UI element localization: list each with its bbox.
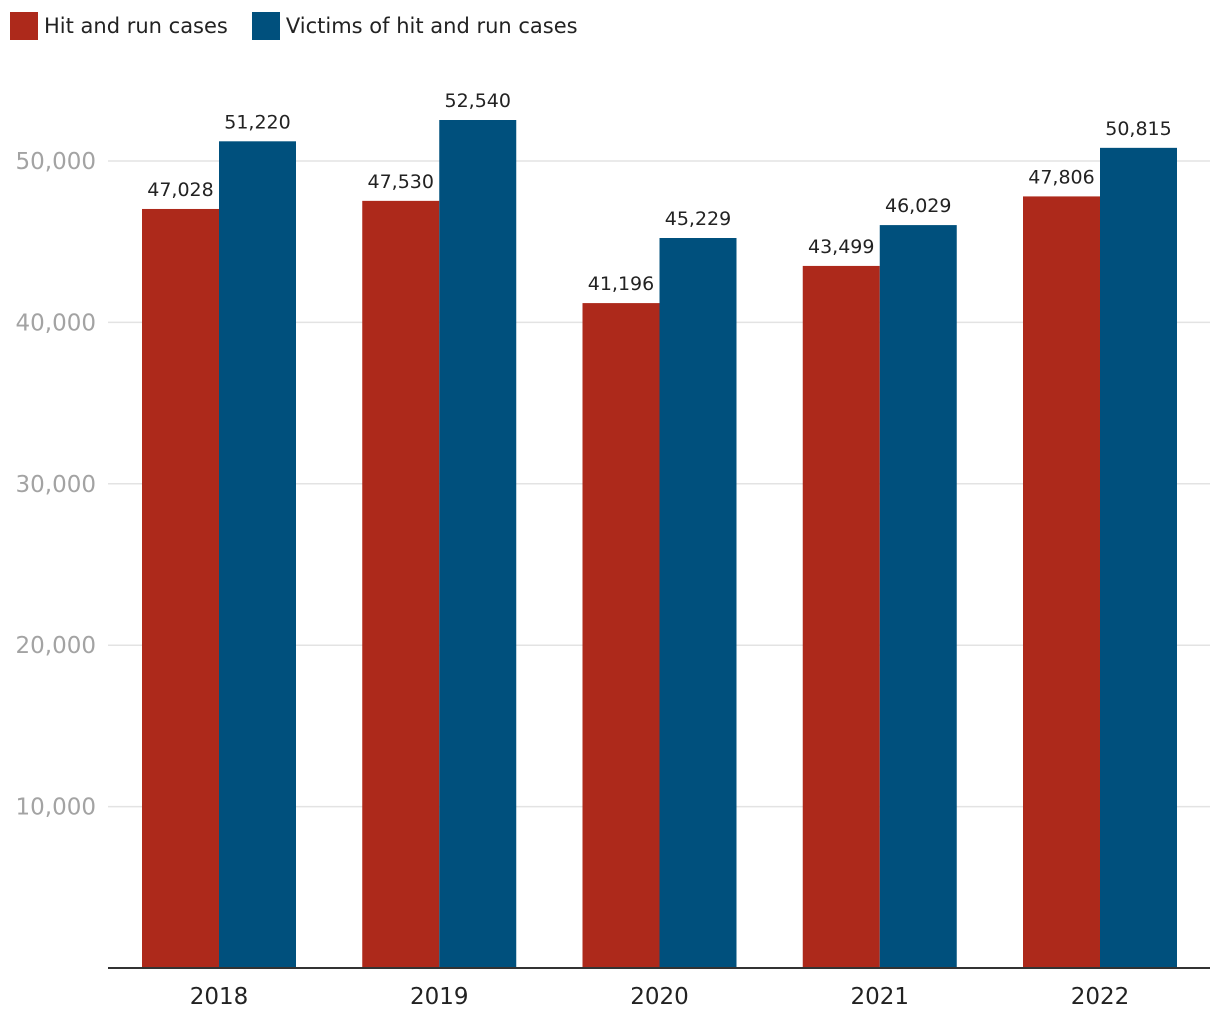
y-tick-label: 40,000 xyxy=(16,310,96,336)
data-label-victims-2021: 46,029 xyxy=(885,195,951,217)
data-label-hit-and-run-2022: 47,806 xyxy=(1028,166,1094,188)
bar-victims-2019 xyxy=(439,120,517,969)
bar-victims-2021 xyxy=(879,225,957,969)
bar-hit-and-run-2021 xyxy=(802,265,880,968)
y-tick-label: 20,000 xyxy=(16,633,96,659)
x-tick-label-2018: 2018 xyxy=(190,984,249,1010)
legend-item-hit-and-run: Hit and run cases xyxy=(10,12,228,40)
data-label-victims-2022: 50,815 xyxy=(1105,118,1171,140)
legend-item-victims: Victims of hit and run cases xyxy=(251,12,578,40)
axes: 10,000 20,000 30,000 40,000 50,000 2018 2019 20… xyxy=(16,149,1210,1010)
bar-victims-2020 xyxy=(659,238,737,969)
data-label-victims-2018: 51,220 xyxy=(224,111,290,133)
x-tick-label-2020: 2020 xyxy=(630,984,689,1010)
data-label-victims-2020: 45,229 xyxy=(665,208,731,230)
legend-label-victims: Victims of hit and run cases xyxy=(285,14,578,38)
bar-hit-and-run-2022 xyxy=(1023,196,1100,969)
bar-hit-and-run-2018 xyxy=(142,208,219,968)
data-labels: 47,028 51,220 47,530 52,540 41,196 45,229 43,4… xyxy=(147,90,1171,295)
data-label-hit-and-run-2021: 43,499 xyxy=(808,236,874,258)
data-label-victims-2019: 52,540 xyxy=(445,90,511,112)
data-label-hit-and-run-2020: 41,196 xyxy=(588,273,654,295)
bar-victims-2018 xyxy=(219,141,296,968)
x-tick-label-2022: 2022 xyxy=(1071,984,1130,1010)
x-tick-label-2019: 2019 xyxy=(410,984,469,1010)
data-label-hit-and-run-2019: 47,530 xyxy=(368,171,434,193)
legend-swatch-hit-and-run xyxy=(10,12,38,40)
legend: Hit and run cases Victims of hit and run… xyxy=(10,12,602,40)
x-tick-label-2021: 2021 xyxy=(850,984,909,1010)
legend-label-hit-and-run: Hit and run cases xyxy=(44,14,228,38)
data-label-hit-and-run-2018: 47,028 xyxy=(147,179,213,201)
bars xyxy=(142,120,1177,969)
bar-victims-2022 xyxy=(1100,147,1177,969)
y-tick-label: 10,000 xyxy=(16,795,96,821)
legend-swatch-victims xyxy=(251,12,280,40)
bar-hit-and-run-2019 xyxy=(362,200,440,969)
y-tick-label: 50,000 xyxy=(16,149,96,175)
y-tick-label: 30,000 xyxy=(16,472,96,498)
bar-hit-and-run-2020 xyxy=(582,303,660,968)
